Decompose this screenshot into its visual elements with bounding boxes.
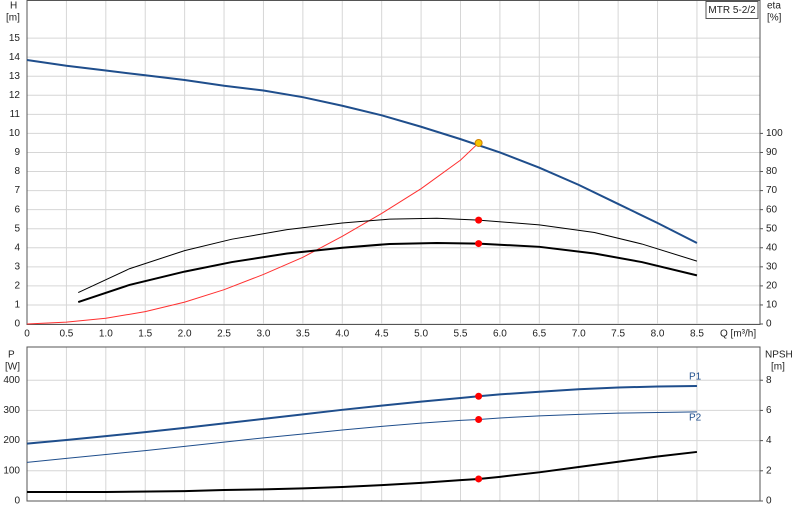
y2-tick-label: 80 xyxy=(766,166,778,177)
label-box xyxy=(705,1,759,19)
x-tick-label: 5.5 xyxy=(454,329,468,340)
y2-tick-label: 2 xyxy=(766,465,772,476)
x-tick-label: 3.0 xyxy=(256,329,270,340)
y2-tick-label: 0 xyxy=(766,319,772,330)
y-tick-label: 400 xyxy=(3,375,20,386)
curve xyxy=(27,450,698,493)
x-tick-label: 8.0 xyxy=(651,329,665,340)
y-tick-label: 7 xyxy=(14,185,20,196)
y-tick-label: 10 xyxy=(9,128,21,139)
series-label: P1 xyxy=(689,372,702,383)
x-tick-label: 1.0 xyxy=(99,329,113,340)
y-tick-label: 4 xyxy=(14,242,20,253)
x-tick-label: 5.0 xyxy=(414,329,428,340)
y2-tick-label: 60 xyxy=(766,204,778,215)
curve xyxy=(26,59,698,244)
y2-tick-label: 50 xyxy=(766,223,778,234)
y-tick-label: 0 xyxy=(14,319,20,330)
x-tick-label: 7.5 xyxy=(611,329,625,340)
y2-tick-label: 70 xyxy=(766,185,778,196)
y2-tick-label: 40 xyxy=(766,242,778,253)
x-axis-label: Q [m³/h] xyxy=(720,329,756,340)
y-tick-label: 1 xyxy=(14,300,20,311)
y-tick-label: 3 xyxy=(14,261,20,272)
x-tick-label: 7.0 xyxy=(572,329,586,340)
x-tick-label: 6.0 xyxy=(493,329,507,340)
y2-tick-label: 8 xyxy=(766,375,772,386)
y2-tick-label: 6 xyxy=(766,405,772,416)
y-tick-label: 8 xyxy=(14,166,20,177)
y-tick-label: 12 xyxy=(9,90,21,101)
y2-tick-label: 100 xyxy=(766,128,783,139)
y-tick-label: 15 xyxy=(9,33,21,44)
series-label: P2 xyxy=(689,413,702,424)
x-tick-label: 8.5 xyxy=(690,329,704,340)
y-tick-label: 2 xyxy=(14,281,20,292)
y-tick-label: 300 xyxy=(3,405,20,416)
x-tick-label: 2.5 xyxy=(217,329,231,340)
x-tick-label: 4.5 xyxy=(375,329,389,340)
x-tick-label: 2.0 xyxy=(178,329,192,340)
x-tick-label: 0 xyxy=(24,329,30,340)
operating-point xyxy=(474,138,483,147)
x-tick-label: 1.5 xyxy=(138,329,152,340)
y2-axis-label: NPSH xyxy=(765,350,793,361)
y-axis-unit: [m] xyxy=(6,13,20,24)
x-tick-label: 6.5 xyxy=(532,329,546,340)
y2-tick-label: 20 xyxy=(766,281,778,292)
y-tick-label: 9 xyxy=(14,147,20,158)
operating-point xyxy=(475,216,483,224)
curve xyxy=(26,142,479,325)
y2-tick-label: 4 xyxy=(766,435,772,446)
label-box-text: MTR 5-2/2 xyxy=(708,5,756,16)
operating-point xyxy=(475,240,483,248)
x-tick-label: 3.5 xyxy=(296,329,310,340)
curve xyxy=(77,241,698,304)
x-tick-label: 4.0 xyxy=(335,329,349,340)
y2-tick-label: 0 xyxy=(766,496,772,507)
y-tick-label: 14 xyxy=(9,52,21,63)
operating-point xyxy=(475,415,483,423)
curve xyxy=(78,217,698,294)
y-tick-label: 200 xyxy=(3,435,20,446)
operating-point xyxy=(475,392,483,400)
y2-axis-unit: [%] xyxy=(767,13,782,24)
y-axis-label: H xyxy=(10,1,17,12)
y2-axis-label: eta xyxy=(767,1,781,12)
y-tick-label: 5 xyxy=(14,223,20,234)
y2-axis-unit: [m] xyxy=(771,362,785,373)
y-axis-label: P xyxy=(8,350,15,361)
curve xyxy=(26,411,697,463)
operating-point xyxy=(475,475,483,483)
y2-tick-label: 30 xyxy=(766,261,778,272)
y-axis-unit: [W] xyxy=(5,362,20,373)
y-tick-label: 100 xyxy=(3,465,20,476)
y2-tick-label: 10 xyxy=(766,300,778,311)
y-tick-label: 13 xyxy=(9,71,21,82)
curve xyxy=(26,384,697,445)
y-tick-label: 6 xyxy=(14,204,20,215)
grid-layer xyxy=(26,0,760,502)
x-tick-label: 0.5 xyxy=(59,329,73,340)
bottom-panel-frame xyxy=(26,346,761,502)
top-panel-frame xyxy=(26,0,761,325)
y-tick-label: 0 xyxy=(14,496,20,507)
y2-tick-label: 90 xyxy=(766,147,778,158)
y-tick-label: 11 xyxy=(10,109,21,120)
